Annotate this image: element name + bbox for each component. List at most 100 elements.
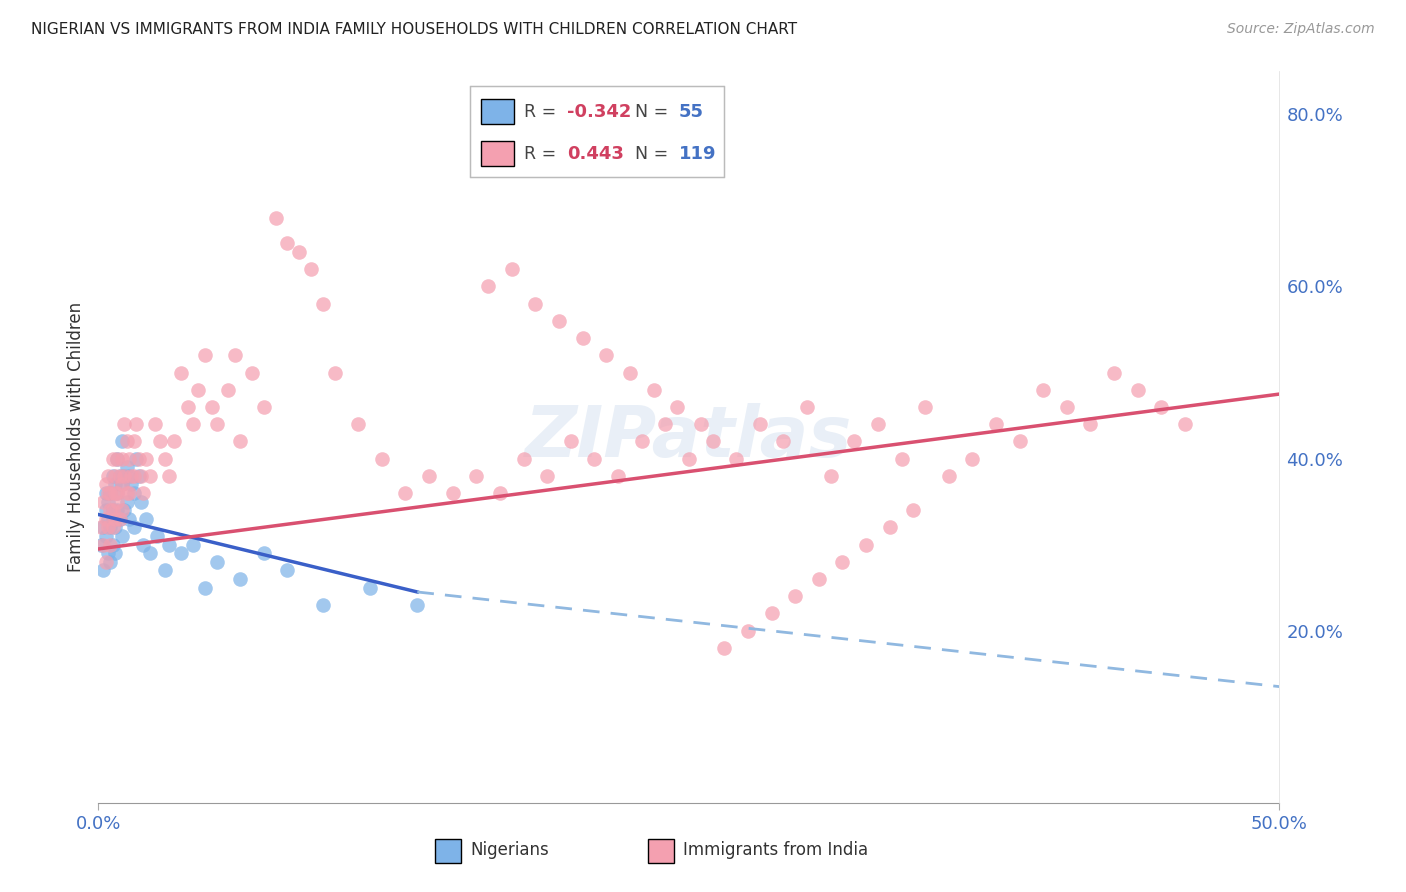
Point [194,348,217,362]
Point [229,434,252,449]
Point [121,477,143,491]
Point [112,503,135,517]
Point [394,486,416,500]
Point [105,486,128,500]
Point [371,451,394,466]
Point [125,417,148,432]
Point [94,503,117,517]
Point [122,434,145,449]
Point [108,512,131,526]
Point [524,296,547,310]
Point [108,512,131,526]
Point [98,486,121,500]
Text: Immigrants from India: Immigrants from India [683,841,868,859]
Point [548,314,571,328]
Point [94,555,117,569]
Point [359,581,381,595]
Point [583,451,606,466]
Point [111,503,134,517]
Point [101,538,124,552]
Point [122,468,145,483]
Point [94,477,117,491]
Point [1126,383,1149,397]
Point [224,348,246,362]
Point [465,468,488,483]
Point [903,503,925,517]
Point [98,503,121,517]
Point [132,538,155,552]
Point [217,383,239,397]
Point [105,486,128,500]
Point [1150,400,1173,414]
Point [143,417,166,432]
Point [571,331,593,345]
Point [97,546,120,560]
Point [90,520,112,534]
Y-axis label: Family Households with Children: Family Households with Children [66,302,84,572]
Point [139,546,162,560]
Point [118,451,141,466]
Point [98,555,121,569]
Text: Source: ZipAtlas.com: Source: ZipAtlas.com [1227,22,1375,37]
Point [94,529,117,543]
Point [187,383,209,397]
Point [560,434,582,449]
Point [938,468,960,483]
Point [101,512,124,526]
Point [276,564,298,578]
Point [97,512,120,526]
Point [98,538,121,552]
Point [678,451,700,466]
Point [105,494,128,508]
Point [489,486,512,500]
Point [643,383,665,397]
Point [855,538,877,552]
Point [105,451,128,466]
Point [844,434,866,449]
Point [105,503,128,517]
Point [879,520,901,534]
Point [98,486,121,500]
Point [253,400,276,414]
Point [118,468,141,483]
Point [97,494,120,508]
Point [128,451,150,466]
Point [115,494,138,508]
Point [149,434,172,449]
Point [785,589,807,603]
Point [146,529,169,543]
Point [1102,366,1125,380]
Point [111,477,134,491]
Point [104,468,127,483]
Point [153,564,176,578]
Point [104,486,127,500]
Point [135,451,157,466]
Point [689,417,711,432]
Point [104,546,127,560]
Point [104,477,127,491]
Point [129,494,152,508]
Point [108,468,131,483]
Point [748,417,770,432]
Point [112,468,135,483]
Point [312,296,335,310]
Point [890,451,912,466]
Point [91,564,114,578]
Point [94,512,117,526]
Point [323,366,346,380]
FancyBboxPatch shape [434,839,461,863]
Point [111,451,134,466]
Point [984,417,1007,432]
Point [104,520,127,534]
Point [962,451,984,466]
Point [796,400,818,414]
Point [132,486,155,500]
Point [713,640,735,655]
Point [115,486,138,500]
Point [101,451,124,466]
Point [441,486,464,500]
Point [477,279,499,293]
Point [264,211,287,225]
Point [654,417,676,432]
Point [97,468,120,483]
